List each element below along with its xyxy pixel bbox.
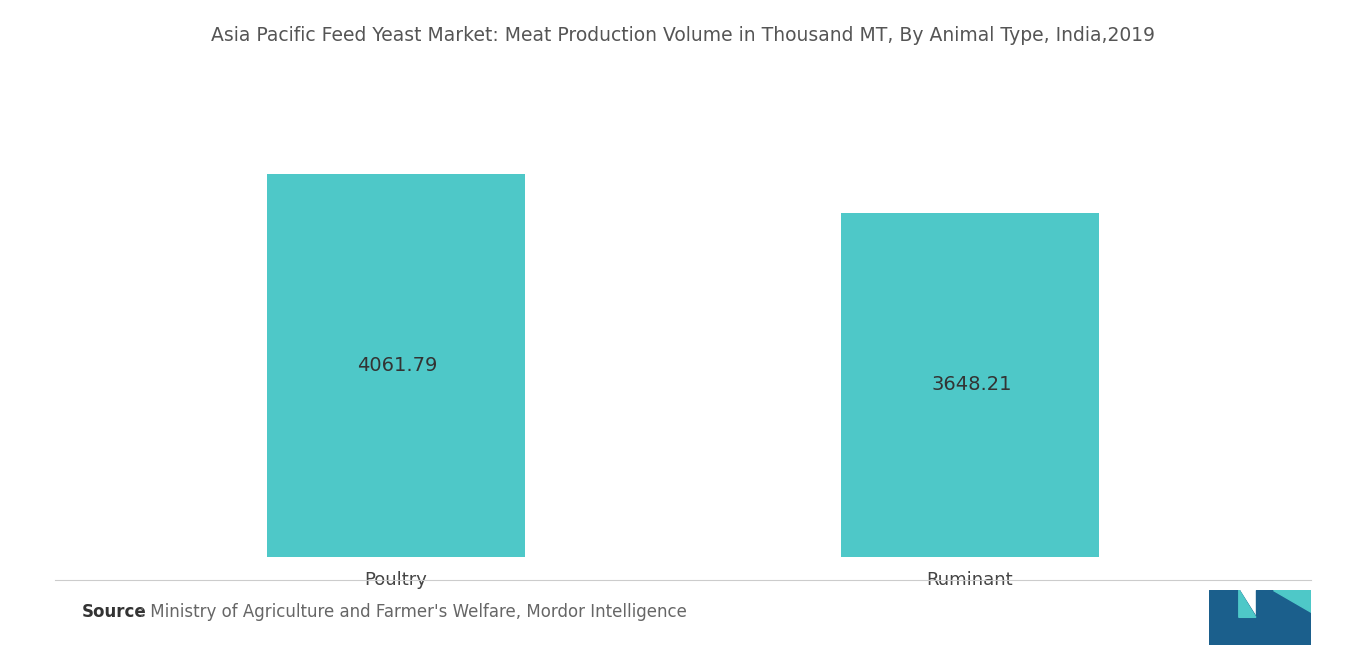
Polygon shape [1239, 590, 1255, 645]
Polygon shape [1239, 590, 1255, 617]
Text: 3648.21: 3648.21 [932, 375, 1012, 394]
Text: Source: Source [82, 603, 146, 622]
Bar [840, 213, 1098, 557]
Polygon shape [1209, 590, 1239, 645]
Text: 4061.79: 4061.79 [358, 356, 437, 375]
Polygon shape [1255, 590, 1273, 645]
Text: Asia Pacific Feed Yeast Market: Meat Production Volume in Thousand MT, By Animal: Asia Pacific Feed Yeast Market: Meat Pro… [210, 26, 1156, 45]
Polygon shape [1273, 590, 1311, 612]
Polygon shape [1273, 590, 1311, 645]
Text: : Ministry of Agriculture and Farmer's Welfare, Mordor Intelligence: : Ministry of Agriculture and Farmer's W… [134, 603, 687, 622]
Bar [268, 174, 525, 557]
